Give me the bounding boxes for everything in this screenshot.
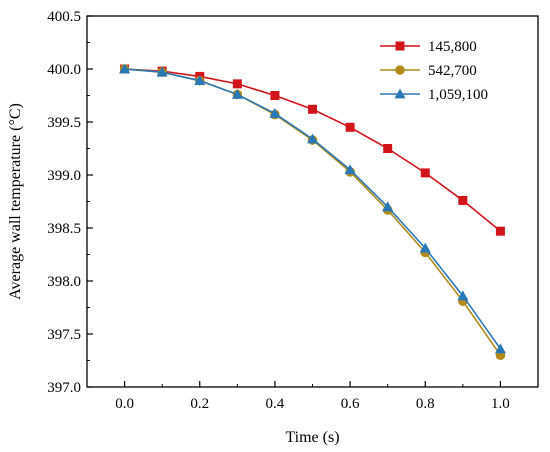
- data-point: [269, 108, 281, 118]
- y-axis-title: Average wall temperature (°C): [7, 103, 24, 300]
- legend-item: 145,800: [380, 39, 477, 55]
- legend-label: 1,059,100: [428, 87, 488, 103]
- data-point: [345, 122, 355, 132]
- y-tick-label: 397.5: [47, 327, 81, 343]
- y-tick-label: 398.5: [47, 221, 81, 237]
- y-tick-label: 397.0: [47, 380, 81, 396]
- legend-marker: [395, 65, 405, 75]
- x-tick-label: 0.8: [416, 396, 435, 412]
- data-point: [494, 343, 506, 354]
- legend-label: 145,800: [428, 39, 477, 55]
- legend-label: 542,700: [428, 63, 477, 79]
- data-point: [270, 91, 280, 100]
- data-point: [420, 168, 430, 178]
- x-tick-label: 0.2: [190, 396, 209, 412]
- data-point: [156, 66, 168, 77]
- y-tick-label: 399.0: [47, 168, 81, 184]
- legend-item: 542,700: [380, 63, 477, 79]
- data-point: [119, 63, 131, 74]
- data-point: [458, 195, 468, 205]
- x-axis-title: Time (s): [285, 429, 339, 446]
- legend-marker: [394, 88, 406, 99]
- data-point: [307, 133, 318, 144]
- x-tick-label: 0.0: [115, 396, 134, 412]
- data-point: [457, 290, 469, 301]
- data-point: [382, 201, 394, 212]
- legend-marker: [395, 41, 405, 51]
- ticks-layer: 0.0 0.2 0.4 0.6 0.8 1.0 397.0 397.5 398.0 398.5 39…: [47, 9, 510, 412]
- y-tick-label: 400.5: [47, 9, 81, 25]
- series-layer: [119, 63, 506, 361]
- data-point: [419, 242, 431, 253]
- y-tick-label: 399.5: [47, 115, 81, 131]
- data-point: [383, 144, 393, 153]
- y-tick-label: 398.0: [47, 274, 81, 290]
- series-2: [119, 63, 506, 354]
- x-tick-label: 0.4: [266, 396, 285, 412]
- legend-item: 1,059,100: [380, 87, 488, 103]
- x-tick-label: 1.0: [491, 396, 510, 412]
- data-point: [344, 164, 356, 175]
- data-point: [231, 88, 243, 99]
- x-tick-label: 0.6: [341, 396, 360, 412]
- y-tick-label: 400.0: [47, 62, 81, 78]
- data-point: [232, 79, 242, 89]
- data-point: [308, 104, 317, 114]
- legend: 145,800 542,700 1,059,100: [380, 39, 488, 103]
- data-point: [194, 75, 206, 86]
- data-point: [495, 226, 505, 236]
